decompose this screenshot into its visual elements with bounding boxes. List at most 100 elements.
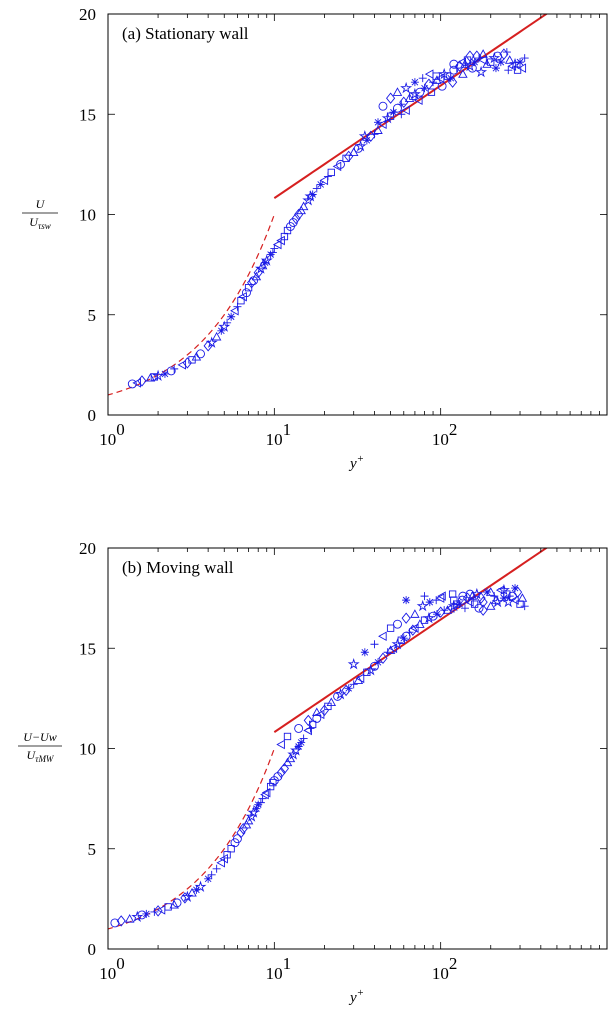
data-point [457,595,467,605]
chart-title-a: (a) Stationary wall [122,24,249,43]
data-point [145,372,156,382]
x-axis-label-a: y+ [348,453,364,472]
data-point [504,55,515,64]
data-point [142,909,151,918]
data-point [181,890,194,902]
data-point [378,652,388,664]
data-point [399,634,408,643]
data-point [373,125,383,134]
data-point [266,250,275,259]
x-tick-label: 101 [266,420,292,449]
y-tick-label: 15 [79,639,96,658]
data-point [499,594,508,603]
data-point [416,599,429,612]
y-tick-label: 10 [79,740,96,759]
data-point [132,378,141,388]
data-point [470,58,479,67]
data-point [347,657,360,670]
data-point [166,366,176,376]
data-point [353,143,363,153]
data-point [467,63,477,73]
data-point [397,100,406,109]
data-point [420,592,429,601]
plot-area-a [108,14,607,415]
data-point [160,369,169,378]
data-point [194,880,207,892]
data-point [333,691,343,701]
data-layer-b [108,548,549,930]
data-point [261,787,271,798]
data-point [472,50,482,62]
data-point [364,664,377,676]
data-point [496,58,505,67]
data-point [383,648,392,657]
data-point [465,589,475,599]
data-point [207,870,216,879]
data-point [409,92,417,100]
data-point [204,874,213,883]
y-tick-label: 10 [79,206,96,225]
data-point [458,69,468,78]
data-point [460,604,469,613]
data-point [509,57,522,70]
data-point [478,49,488,58]
data-point [315,709,325,720]
data-point [279,762,290,775]
data-point [474,603,484,613]
data-point [432,596,441,605]
data-point [409,623,419,633]
data-point [312,184,321,193]
data-point [360,648,369,657]
data-point [425,598,434,607]
x-axis-label-sup-b: + [357,987,364,999]
data-point [298,201,309,211]
data-point [413,95,423,105]
x-axis-label-b: y+ [348,987,364,1006]
data-point [153,905,163,917]
data-point [150,373,159,381]
data-point [218,320,231,332]
data-point [420,84,429,93]
data-point [241,819,252,829]
data-point [520,602,529,611]
y-tick-label: 15 [79,105,96,124]
data-point [458,591,468,601]
data-point [485,587,496,596]
data-point [392,87,403,96]
y-tick-label: 20 [79,5,96,24]
data-point [254,800,263,809]
data-point [446,74,455,83]
data-point [402,596,411,605]
y-label-denominator-b: UτMW [27,748,55,764]
data-point [273,772,283,782]
data-point [488,51,501,64]
data-point [517,593,528,602]
data-point [386,92,396,104]
data-point [245,810,258,822]
data-point [137,910,147,920]
data-point [116,915,126,927]
data-point [448,76,458,88]
data-point [449,65,459,75]
y-label-denominator-sub-b: τMW [35,754,55,764]
data-point [297,738,306,747]
data-point [230,838,240,848]
data-point [362,136,371,145]
y-label-numerator-b: U−Uw [23,730,56,744]
data-point [319,704,329,717]
x-tick-label: 100 [99,954,125,983]
data-point [510,595,519,605]
data-point [270,244,279,253]
data-point [502,595,515,608]
data-point [497,583,510,596]
data-point [217,326,226,335]
data-point [332,161,342,172]
y-tick-label: 20 [79,539,96,558]
data-point [432,610,441,619]
data-point [294,208,304,221]
data-point [212,864,221,873]
data-point [378,119,387,130]
data-point [268,248,277,257]
data-point [266,782,275,791]
